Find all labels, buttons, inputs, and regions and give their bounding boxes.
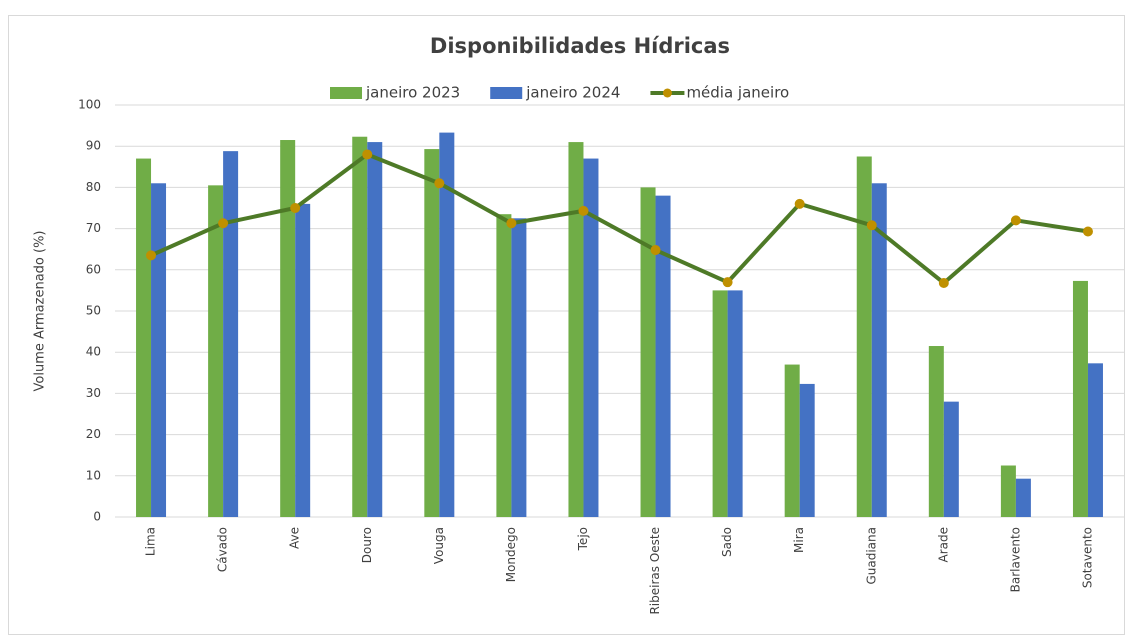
line-marker <box>146 250 157 261</box>
legend-label: média janeiro <box>686 84 789 102</box>
x-tick-label: Sado <box>720 527 734 557</box>
line <box>150 152 1089 286</box>
x-tick-label: Guadiana <box>864 527 878 585</box>
line-marker <box>506 218 517 229</box>
bar <box>511 218 527 518</box>
x-tick-label: Lima <box>144 527 158 556</box>
bar <box>424 149 440 518</box>
y-tick-label: 80 <box>86 180 101 194</box>
legend-swatch <box>490 87 523 99</box>
y-tick-label: 20 <box>86 427 101 441</box>
bar <box>439 132 455 517</box>
x-tick-label: Tejo <box>576 527 590 551</box>
line-marker <box>1082 226 1093 237</box>
bar <box>727 290 743 517</box>
x-tick-label: Arade <box>936 527 950 563</box>
x-tick-label: Ribeiras Oeste <box>648 527 662 615</box>
line-marker <box>938 277 949 288</box>
bar <box>208 185 224 517</box>
x-tick-label: Sotavento <box>1080 527 1094 588</box>
bar <box>136 158 152 517</box>
x-tick-label: Mondego <box>504 527 518 582</box>
y-tick-label: 10 <box>86 468 101 482</box>
y-tick-label: 70 <box>86 221 101 235</box>
chart-frame <box>8 15 1125 635</box>
line-marker <box>218 218 229 229</box>
line-marker <box>794 198 805 209</box>
y-tick-label: 0 <box>93 510 101 524</box>
bar <box>568 142 584 517</box>
x-tick-label: Douro <box>360 527 374 563</box>
line-marker <box>578 205 589 216</box>
bar <box>352 136 368 517</box>
bar <box>295 203 311 517</box>
x-tick-label: Mira <box>792 527 806 553</box>
line-marker <box>866 220 877 231</box>
bar <box>799 383 815 517</box>
bar <box>856 156 872 517</box>
bar <box>784 364 800 517</box>
bar <box>367 142 383 517</box>
y-tick-label: 60 <box>86 262 101 276</box>
bar <box>655 195 671 517</box>
line-marker <box>362 149 373 160</box>
bar <box>928 346 944 517</box>
legend-marker <box>662 88 672 98</box>
y-tick-label: 90 <box>86 139 101 153</box>
x-tick-label: Vouga <box>432 527 446 564</box>
bar <box>280 140 296 517</box>
y-tick-label: 100 <box>78 98 101 112</box>
bar <box>223 151 239 518</box>
bar <box>943 401 959 517</box>
legend-label: janeiro 2023 <box>365 84 460 102</box>
y-tick-label: 40 <box>86 345 101 359</box>
bar <box>712 290 728 517</box>
line-marker <box>1010 215 1021 226</box>
chart-title: Disponibilidades Hídricas <box>430 34 730 58</box>
bar <box>583 158 599 517</box>
line-marker <box>722 277 733 288</box>
y-axis-label: Volume Armazenado (%) <box>33 231 48 392</box>
y-tick-label: 30 <box>86 386 101 400</box>
line-marker <box>434 178 445 189</box>
bar <box>1072 280 1088 517</box>
x-tick-label: Barlavento <box>1008 527 1022 592</box>
line-marker <box>650 245 661 256</box>
bar <box>1000 465 1016 517</box>
bar <box>1015 478 1031 517</box>
x-tick-label: Cávado <box>216 527 230 572</box>
bar <box>496 214 512 517</box>
x-tick-label: Ave <box>288 527 302 549</box>
bar <box>151 183 167 517</box>
line-marker <box>290 203 301 213</box>
bar <box>1087 363 1103 517</box>
legend-swatch <box>330 87 362 99</box>
bar <box>871 183 887 517</box>
legend-label: janeiro 2024 <box>525 84 620 102</box>
bar <box>640 187 656 517</box>
y-tick-label: 50 <box>86 304 101 318</box>
